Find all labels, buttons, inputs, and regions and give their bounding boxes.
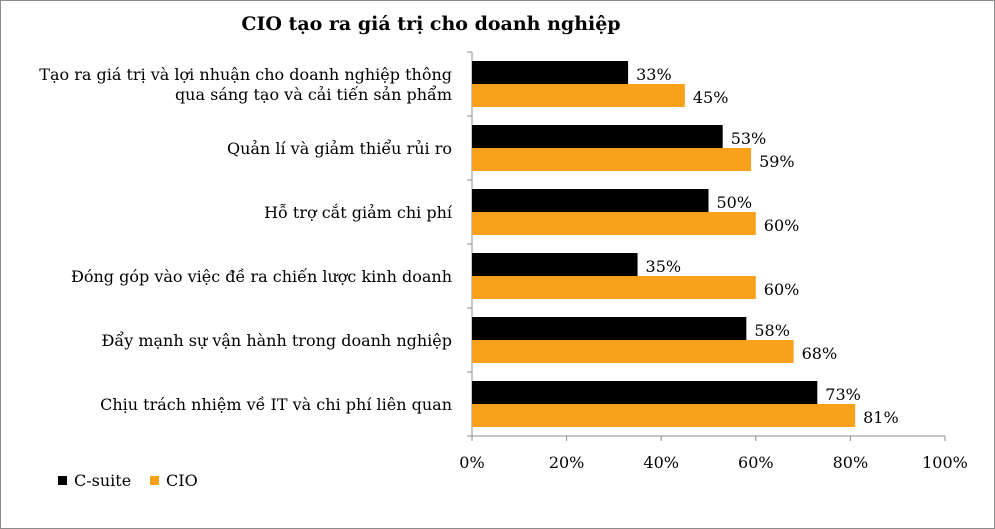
data-label: 53% <box>731 129 767 148</box>
x-tick-label: 40% <box>643 453 679 472</box>
category-label: Tạo ra giá trị và lợi nhuận cho doanh ng… <box>39 65 452 84</box>
bar-cio <box>472 148 752 171</box>
bar-c-suite <box>472 125 723 148</box>
data-label: 58% <box>754 321 790 340</box>
chart-title: CIO tạo ra giá trị cho doanh nghiệp <box>241 13 620 35</box>
data-label: 45% <box>693 88 729 107</box>
bar-c-suite <box>472 189 709 212</box>
data-label: 35% <box>646 257 682 276</box>
category-label: Hỗ trợ cắt giảm chi phí <box>264 203 453 222</box>
bar-cio <box>472 84 685 107</box>
x-tick-label: 100% <box>922 453 968 472</box>
data-label: 60% <box>764 216 800 235</box>
bar-cio <box>472 404 856 427</box>
data-label: 59% <box>759 152 795 171</box>
data-label: 73% <box>825 385 861 404</box>
bar-c-suite <box>472 61 629 84</box>
category-label: Quản lí và giảm thiểu rủi ro <box>227 139 452 158</box>
x-tick-label: 20% <box>549 453 585 472</box>
bar-c-suite <box>472 381 818 404</box>
category-label: Đóng góp vào việc đề ra chiến lược kinh … <box>71 267 452 286</box>
legend-swatch-c-suite <box>58 476 67 485</box>
bar-c-suite <box>472 253 638 276</box>
x-tick-label: 60% <box>738 453 774 472</box>
x-tick-label: 80% <box>833 453 869 472</box>
bar-cio <box>472 212 756 235</box>
data-label: 33% <box>636 65 672 84</box>
legend-label-c-suite: C-suite <box>74 471 131 490</box>
bar-cio <box>472 340 794 363</box>
bar-cio <box>472 276 756 299</box>
data-label: 50% <box>717 193 753 212</box>
x-tick-label: 0% <box>459 453 484 472</box>
category-label: qua sáng tạo và cải tiến sản phẩm <box>175 85 452 104</box>
legend-label-cio: CIO <box>166 471 198 490</box>
data-label: 81% <box>863 408 899 427</box>
category-label: Đẩy mạnh sự vận hành trong doanh nghiệp <box>102 331 453 350</box>
data-label: 60% <box>764 280 800 299</box>
category-label: Chịu trách nhiệm về IT và chi phí liên q… <box>100 395 452 414</box>
data-label: 68% <box>802 344 838 363</box>
bar-c-suite <box>472 317 747 340</box>
legend-swatch-cio <box>150 476 159 485</box>
